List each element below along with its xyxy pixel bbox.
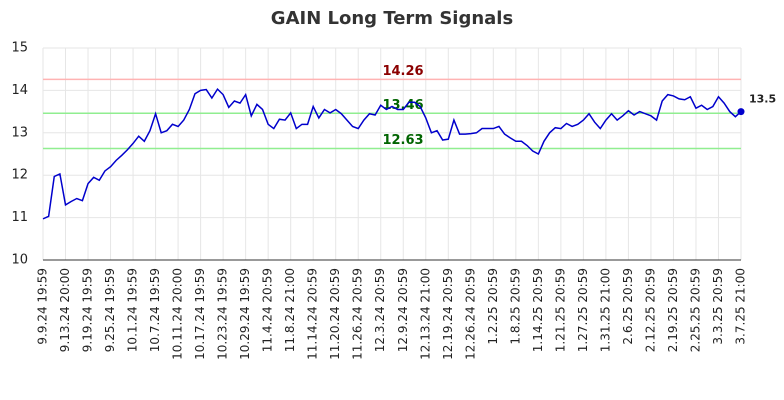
x-tick-label: 1.31.25 21:00 [598,268,612,352]
x-tick-label: 12.9.24 20:59 [396,268,410,352]
y-tick-label: 15 [11,41,28,56]
y-tick-label: 14 [11,83,28,98]
x-tick-label: 11.8.24 21:00 [283,268,297,352]
x-tick-label: 2.19.25 20:59 [666,268,680,352]
x-tick-label: 12.3.24 20:59 [373,268,387,352]
x-tick-label: 1.27.25 20:59 [576,268,590,352]
y-tick-label: 12 [11,168,28,183]
y-tick-label: 13 [11,125,28,140]
x-tick-label: 1.21.25 20:59 [553,268,567,352]
last-point [737,108,745,116]
x-tick-label: 2.6.25 20:59 [621,268,635,345]
last-value-label: 13.5 [749,93,776,106]
reference-label: 12.63 [382,133,423,148]
x-tick-label: 1.14.25 20:59 [531,268,545,352]
x-tick-label: 10.23.24 19:59 [216,268,230,360]
x-tick-label: 10.11.24 20:00 [171,268,185,360]
reference-label: 14.26 [382,64,423,79]
x-tick-label: 9.9.24 19:59 [36,268,50,345]
y-tick-label: 10 [11,253,28,268]
x-tick-label: 10.1.24 19:59 [126,268,140,352]
x-tick-label: 2.12.25 20:59 [643,268,657,352]
x-tick-label: 9.25.24 19:59 [103,268,117,352]
x-tick-label: 11.20.24 20:59 [328,268,342,360]
line-series [42,87,742,220]
x-tick-label: 12.19.24 20:59 [441,268,455,360]
x-tick-label: 3.7.25 21:00 [734,268,748,345]
x-tick-label: 2.25.25 20:59 [688,268,702,352]
chart-title: GAIN Long Term Signals [271,8,513,29]
x-tick-label: 10.17.24 19:59 [193,268,207,360]
x-tick-label: 10.29.24 19:59 [238,268,252,360]
x-tick-label: 11.14.24 20:59 [306,268,320,360]
x-tick-label: 9.19.24 19:59 [81,268,95,352]
x-tick-label: 3.3.25 20:59 [711,268,725,345]
x-tick-label: 1.8.25 20:59 [508,268,522,345]
x-tick-label: 12.26.24 20:59 [463,268,477,360]
x-tick-label: 10.7.24 19:59 [148,268,162,352]
x-tick-label: 9.13.24 20:00 [58,268,72,352]
x-tick-label: 12.13.24 21:00 [418,268,432,360]
x-tick-label: 11.4.24 20:59 [261,268,275,352]
x-tick-label: 11.26.24 20:59 [351,268,365,360]
y-tick-label: 11 [11,210,28,225]
x-tick-label: 1.2.25 20:59 [486,268,500,345]
